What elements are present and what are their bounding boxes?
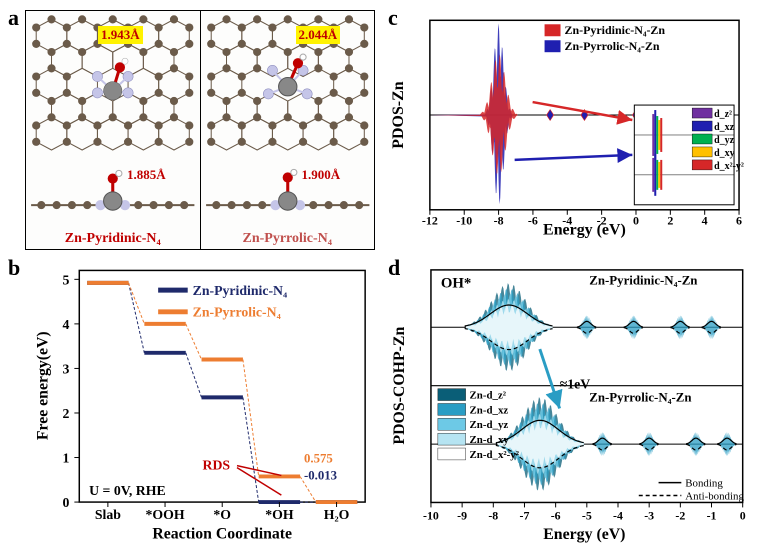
svg-text:-5: -5 bbox=[582, 508, 592, 522]
panel-d-label: d bbox=[388, 255, 400, 281]
panel-a-label: a bbox=[8, 5, 19, 31]
free-energy-chart: Zn-Pyridinic-N₄ Zn-Pyrrolic-N₄ RDS 0.575… bbox=[30, 260, 375, 547]
svg-text:-7: -7 bbox=[520, 508, 530, 522]
sideview-right bbox=[201, 156, 375, 229]
svg-text:6: 6 bbox=[736, 214, 742, 228]
rds-label: RDS bbox=[203, 458, 231, 473]
oh-label: OH* bbox=[441, 276, 471, 292]
svg-text:Zn-d_xy: Zn-d_xy bbox=[470, 434, 510, 446]
dist-top-right: 2.044Å bbox=[296, 26, 341, 44]
svg-text:H₂O: H₂O bbox=[324, 507, 350, 522]
val1: 0.575 bbox=[304, 452, 333, 466]
svg-text:-6: -6 bbox=[551, 508, 561, 522]
svg-text:2: 2 bbox=[63, 406, 70, 421]
svg-text:-9: -9 bbox=[457, 508, 467, 522]
pdos-chart: Zn-Pyridinic-N₄-Zn Zn-Pyrrolic-N₄-Zn bbox=[385, 10, 754, 250]
svg-text:d_xz: d_xz bbox=[714, 122, 735, 133]
x-title-b: Reaction Coordinate bbox=[152, 526, 292, 543]
svg-text:3: 3 bbox=[63, 361, 70, 376]
svg-text:4: 4 bbox=[63, 317, 70, 332]
bonding-label: Bonding bbox=[685, 478, 723, 490]
svg-text:-10: -10 bbox=[456, 214, 472, 228]
x-title-c: Energy (eV) bbox=[543, 222, 626, 239]
svg-text:*OH: *OH bbox=[265, 507, 294, 522]
svg-text:0: 0 bbox=[63, 495, 70, 510]
svg-text:2: 2 bbox=[667, 214, 673, 228]
dist-top-left: 1.943Å bbox=[98, 26, 143, 44]
svg-text:*O: *O bbox=[213, 507, 231, 522]
svg-text:*OOH: *OOH bbox=[146, 507, 185, 522]
condition: U = 0V, RHE bbox=[89, 483, 166, 498]
svg-text:-8: -8 bbox=[494, 214, 504, 228]
panel-c-label: c bbox=[388, 5, 398, 31]
svg-text:0: 0 bbox=[740, 508, 746, 522]
antibonding-label: Anti-bonding bbox=[685, 490, 744, 502]
svg-text:Zn-d_x²-y²: Zn-d_x²-y² bbox=[470, 449, 519, 461]
svg-text:4: 4 bbox=[702, 214, 708, 228]
y-title-c: PDOS-Zn bbox=[390, 81, 407, 148]
svg-text:-8: -8 bbox=[488, 508, 498, 522]
panel-c: c Zn-Pyridinic-N₄-Zn Zn-Pyrrolic-N₄-Zn bbox=[380, 0, 769, 255]
shift-label: ≈1eV bbox=[560, 377, 591, 392]
legend-c-2: Zn-Pyrrolic-N₄-Zn bbox=[565, 39, 660, 53]
svg-text:Zn-d_yz: Zn-d_yz bbox=[470, 419, 509, 431]
svg-text:d_x²-y²: d_x²-y² bbox=[714, 161, 744, 172]
bot-label: Zn-Pyrrolic-N₄-Zn bbox=[589, 391, 691, 405]
svg-text:5: 5 bbox=[63, 272, 70, 287]
svg-text:1: 1 bbox=[63, 450, 70, 465]
struct-left: 1.943Å 1.885Å Zn-Pyridinic-N₄ bbox=[25, 10, 201, 250]
svg-text:Slab: Slab bbox=[95, 507, 121, 522]
struct-name-right: Zn-Pyrrolic-N₄ bbox=[201, 229, 375, 249]
panel-b-label: b bbox=[8, 255, 20, 281]
svg-text:d_yz: d_yz bbox=[714, 135, 735, 146]
y-title-b: Free energy(eV) bbox=[35, 331, 52, 440]
svg-text:-6: -6 bbox=[528, 214, 538, 228]
y-title-d: PDOS-COHP-Zn bbox=[391, 327, 408, 445]
panel-b: b Zn-Pyridinic-N₄ Zn-Pyrrolic-N₄ RDS 0.5… bbox=[0, 255, 380, 552]
panel-a: a bbox=[0, 0, 380, 255]
svg-text:Zn-d_z²: Zn-d_z² bbox=[470, 390, 507, 402]
svg-text:-10: -10 bbox=[423, 508, 439, 522]
legend-c-1: Zn-Pyridinic-N₄-Zn bbox=[565, 23, 666, 37]
dist-side-right: 1.900Å bbox=[299, 166, 344, 184]
svg-text:d_xy: d_xy bbox=[714, 148, 735, 159]
lattice-right bbox=[201, 11, 375, 156]
svg-text:-2: -2 bbox=[597, 214, 607, 228]
sideview-left bbox=[26, 156, 200, 229]
struct-name-left: Zn-Pyridinic-N₄ bbox=[26, 229, 200, 249]
svg-text:-3: -3 bbox=[644, 508, 654, 522]
val2: -0.013 bbox=[304, 468, 337, 482]
svg-text:Zn-d_xz: Zn-d_xz bbox=[470, 404, 509, 416]
cohp-chart: OH* Zn-Pyridinic-N₄-Zn Zn-Pyrrolic-N₄-Zn… bbox=[385, 260, 754, 547]
dist-side-left: 1.885Å bbox=[124, 166, 169, 184]
svg-text:d_z²: d_z² bbox=[714, 109, 732, 120]
svg-text:-1: -1 bbox=[707, 508, 717, 522]
svg-text:0: 0 bbox=[633, 214, 639, 228]
svg-text:-4: -4 bbox=[562, 214, 572, 228]
legend-b-2: Zn-Pyrrolic-N₄ bbox=[193, 305, 281, 320]
svg-text:-2: -2 bbox=[675, 508, 685, 522]
legend-b-1: Zn-Pyridinic-N₄ bbox=[193, 283, 287, 298]
top-label: Zn-Pyridinic-N₄-Zn bbox=[589, 274, 697, 288]
svg-text:-12: -12 bbox=[422, 214, 438, 228]
x-title-d: Energy (eV) bbox=[543, 526, 625, 543]
panel-d: d OH* Zn-Pyridinic-N₄-Zn Zn-Pyrrolic-N₄-… bbox=[380, 255, 769, 552]
struct-right: 2.044Å 1.900Å Zn-Pyrrolic-N₄ bbox=[201, 10, 376, 250]
svg-text:-4: -4 bbox=[613, 508, 623, 522]
